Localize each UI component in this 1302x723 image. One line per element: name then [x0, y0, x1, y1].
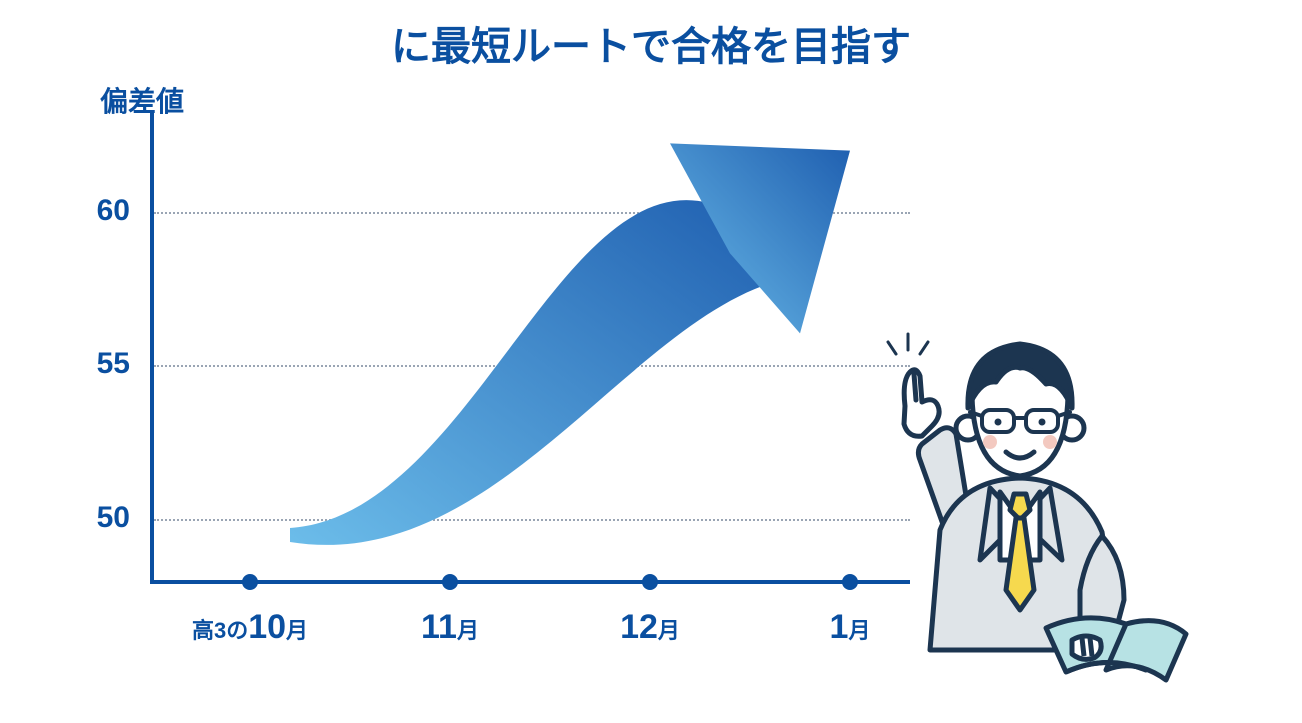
- chart-container: に最短ルートで合格を目指す 偏差値 505560 高3の10月11月12月1月: [0, 0, 1302, 723]
- teacher-illustration: [850, 310, 1190, 690]
